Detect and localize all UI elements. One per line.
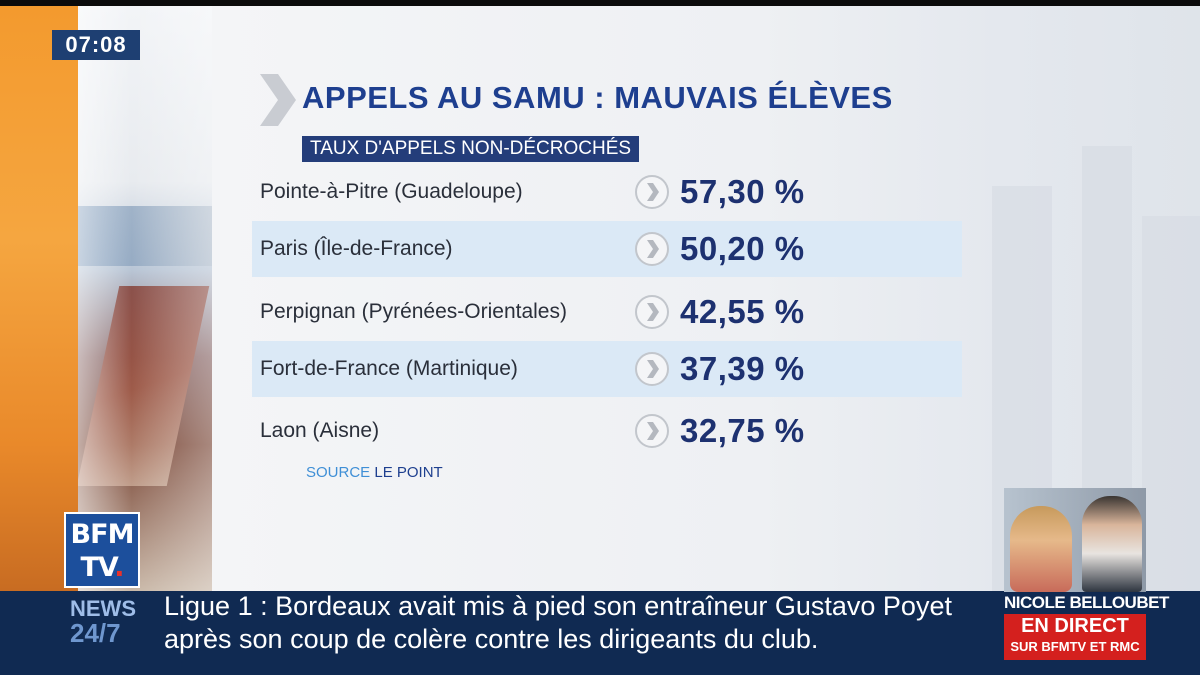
source-value: LE POINT	[374, 464, 443, 481]
source-key: SOURCE	[306, 464, 371, 481]
logo-line-2: TV.	[66, 552, 138, 584]
ranking-row: Fort-de-France (Martinique) 37,39 %	[252, 341, 962, 397]
live-badge: EN DIRECT SUR BFMTV ET RMC	[1004, 614, 1146, 660]
rate-value: 32,75 %	[680, 412, 805, 449]
source-credit: SOURCE LE POINT	[306, 464, 443, 481]
logo-tv-text: TV	[80, 552, 115, 583]
ranking-row: Pointe-à-Pitre (Guadeloupe) 57,30 %	[252, 164, 962, 220]
ticker-line-1: Ligue 1 : Bordeaux avait mis à pied son …	[164, 591, 952, 621]
city-label: Fort-de-France (Martinique)	[260, 357, 518, 380]
live-channel: SUR BFMTV ET RMC	[1010, 639, 1140, 654]
infographic-title: APPELS AU SAMU : MAUVAIS ÉLÈVES	[302, 80, 893, 115]
clock: 07:08	[52, 30, 140, 60]
logo-line-1: BFM	[70, 519, 135, 550]
ranking-row: Paris (Île-de-France) 50,20 %	[252, 221, 962, 277]
guest-name: NICOLE BELLOUBET	[1004, 592, 1169, 614]
city-label: Paris (Île-de-France)	[260, 237, 453, 260]
top-border	[0, 0, 1200, 6]
chevron-bullet-icon	[635, 352, 669, 386]
rate-value: 37,39 %	[680, 350, 805, 387]
live-guest-photo	[1004, 488, 1146, 592]
bfmtv-logo: BFM TV.	[64, 512, 140, 588]
live-status: EN DIRECT	[1021, 615, 1129, 637]
chevron-bullet-icon	[635, 295, 669, 329]
rate-value: 50,20 %	[680, 230, 805, 267]
host-portrait	[1082, 496, 1142, 592]
city-label: Perpignan (Pyrénées-Orientales)	[260, 300, 567, 323]
ranking-row: Laon (Aisne) 32,75 %	[252, 403, 962, 459]
left-orange-panel	[0, 6, 78, 591]
background-building	[1142, 216, 1200, 591]
guest-portrait	[1010, 506, 1072, 592]
photo-overlay	[78, 6, 212, 591]
news-label-line2: 24/7	[70, 618, 121, 648]
chevron-bullet-icon	[635, 414, 669, 448]
chevron-right-icon	[260, 74, 296, 126]
rate-value: 42,55 %	[680, 293, 805, 330]
news-24-7-label: NEWS 24/7	[70, 596, 136, 648]
city-label: Laon (Aisne)	[260, 419, 380, 442]
city-label: Pointe-à-Pitre (Guadeloupe)	[260, 180, 523, 203]
left-background-photo	[78, 6, 212, 591]
news-label-line1: NEWS	[70, 596, 136, 621]
infographic-subtitle: TAUX D'APPELS NON-DÉCROCHÉS	[302, 136, 640, 162]
rate-value: 57,30 %	[680, 173, 805, 210]
ticker-headline: Ligue 1 : Bordeaux avait mis à pied son …	[164, 590, 952, 656]
ticker-line-2: après son coup de colère contre les diri…	[164, 624, 819, 654]
chevron-bullet-icon	[635, 175, 669, 209]
ranking-row: Perpignan (Pyrénées-Orientales) 42,55 %	[252, 284, 962, 340]
chevron-bullet-icon	[635, 232, 669, 266]
news-ticker-bar	[0, 591, 1200, 675]
logo-dot: .	[114, 552, 124, 583]
